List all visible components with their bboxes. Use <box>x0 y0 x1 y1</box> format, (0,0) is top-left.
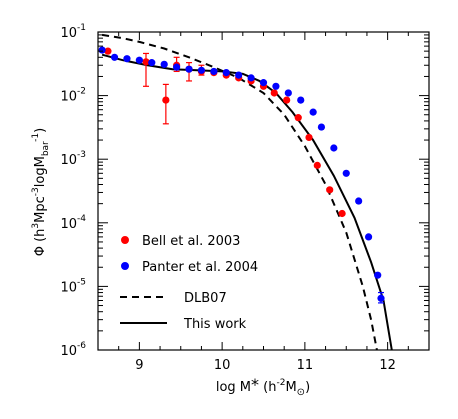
data-point <box>294 114 302 122</box>
data-point <box>210 67 218 76</box>
data-point <box>148 59 156 67</box>
data-point <box>259 79 268 87</box>
series-line <box>101 33 378 351</box>
y-tick-label: 10-1 <box>60 23 86 41</box>
legend-marker <box>121 262 129 270</box>
tick-labels: 9 10 11 12 10-6 10-5 10-4 10-3 10-2 10-1 <box>60 23 395 373</box>
data-point <box>104 47 112 55</box>
y-tick-label: 10-4 <box>60 214 86 232</box>
data-point <box>326 186 334 194</box>
legend-label: This work <box>183 317 247 332</box>
legend-label: Panter et al. 2004 <box>142 260 258 275</box>
data-points <box>98 46 385 302</box>
data-point <box>313 161 321 169</box>
data-point <box>160 60 168 68</box>
legend-label: Bell et al. 2003 <box>142 234 240 249</box>
data-point <box>374 271 382 279</box>
legend: Bell et al. 2003 Panter et al. 2004 DLB07 T… <box>120 234 258 332</box>
x-tick-label: 9 <box>135 358 143 373</box>
data-point <box>235 71 243 79</box>
data-point <box>247 74 255 82</box>
data-point <box>110 53 119 61</box>
y-tick-label: 10-5 <box>60 277 86 295</box>
data-point <box>284 89 292 97</box>
data-point <box>270 89 278 97</box>
data-point <box>283 96 291 104</box>
data-point <box>135 56 143 64</box>
series-lines <box>101 33 393 351</box>
x-tick-label: 12 <box>379 358 396 373</box>
data-point <box>185 65 193 73</box>
data-point <box>197 66 206 74</box>
data-point <box>355 197 363 205</box>
data-point <box>330 144 338 152</box>
data-point <box>297 96 305 104</box>
y-tick-label: 10-6 <box>60 341 86 359</box>
y-tick-label: 10-3 <box>60 150 86 168</box>
axis-ticks <box>97 31 430 351</box>
data-point <box>272 82 280 90</box>
data-point <box>342 169 350 177</box>
x-tick-label: 10 <box>214 358 231 373</box>
y-axis-label: Φ (h3Mpc-3logMbar-1) <box>31 128 51 257</box>
data-point <box>309 108 317 116</box>
data-point <box>142 58 150 66</box>
y-tick-label: 10-2 <box>60 87 86 105</box>
legend-marker <box>121 236 129 244</box>
data-point <box>123 55 131 63</box>
x-axis-label: log M* (h-2M⊙) <box>216 375 310 398</box>
data-point <box>317 123 326 131</box>
data-point <box>162 96 170 104</box>
series-line <box>101 53 393 351</box>
data-point <box>305 133 313 142</box>
data-point <box>377 294 385 302</box>
data-point <box>222 68 230 77</box>
data-point <box>338 209 346 218</box>
data-point <box>364 233 373 241</box>
legend-label: DLB07 <box>184 291 227 306</box>
data-point <box>173 63 181 71</box>
data-point <box>98 46 106 54</box>
x-tick-label: 11 <box>297 358 314 373</box>
